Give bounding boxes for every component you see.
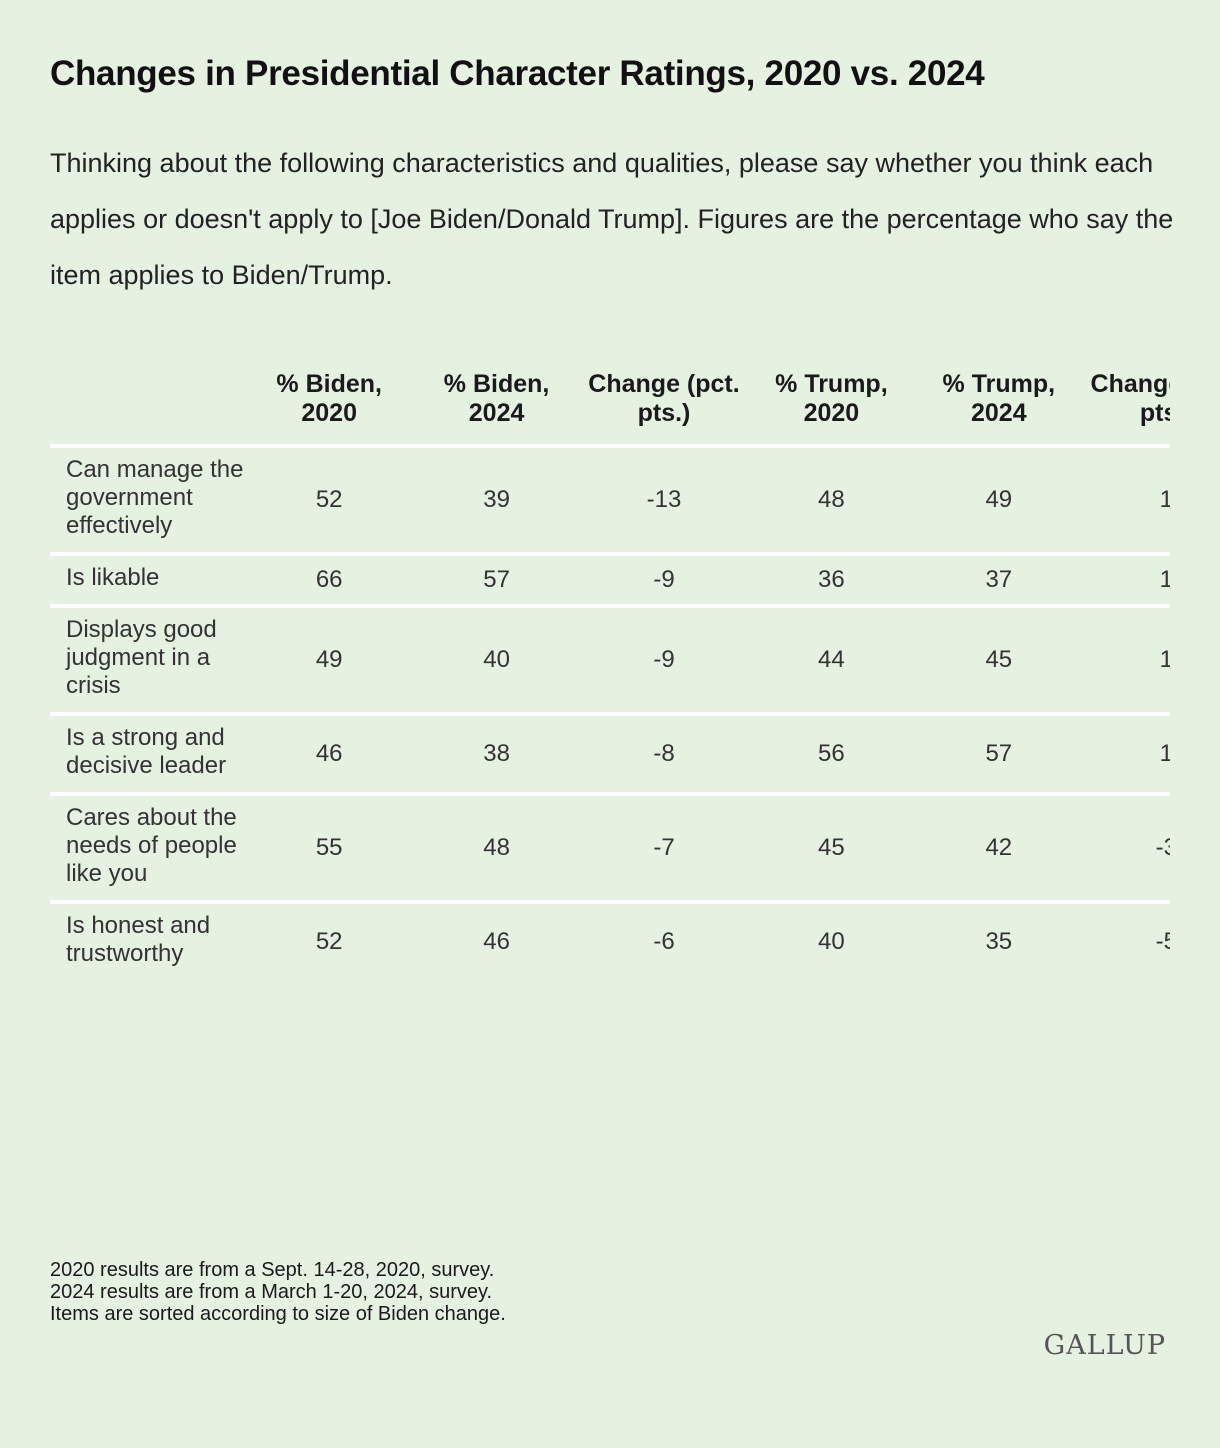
chart-subtitle: Thinking about the following characteris…	[50, 148, 1174, 290]
table-row: Is a strong and decisive leader 46 38 -8 56 5…	[50, 714, 1170, 794]
table-cell: 1	[1159, 566, 1170, 593]
header-cell: Change (pct. pts.)	[1090, 370, 1170, 427]
gallup-logo: GALLUP	[1043, 1330, 1166, 1361]
header-cell: % Trump, 2024	[942, 370, 1056, 427]
row-label: Can manage the government effectively	[66, 456, 244, 539]
footnotes: 2020 results are from a Sept. 14-28, 202…	[50, 1259, 506, 1325]
table-cell: 44	[818, 646, 845, 673]
footnote: 2020 results are from a Sept. 14-28, 202…	[50, 1259, 495, 1281]
row-label: Cares about the needs of people like you	[66, 804, 237, 887]
footnote: Items are sorted according to size of Bi…	[50, 1303, 506, 1325]
table-cell: 66	[315, 566, 343, 593]
table-cell: 49	[315, 646, 343, 673]
table-cell: -13	[646, 486, 682, 513]
header-cell: % Biden, 2020	[276, 370, 382, 427]
table-cell: 1	[1159, 646, 1170, 673]
table-cell: -3	[1155, 834, 1170, 861]
table-cell: 52	[315, 928, 343, 955]
table-cell: -9	[653, 566, 675, 593]
table-cell: 57	[985, 740, 1013, 767]
table-row: Is honest and trustworthy 52 46 -6 40 35 -5	[50, 902, 1170, 980]
footnote: 2024 results are from a March 1-20, 2024…	[50, 1281, 493, 1303]
header-cell: % Biden, 2024	[443, 370, 550, 427]
ratings-table: % Biden, 2020 % Biden, 2024 Change (pct. p…	[50, 364, 1170, 980]
table-row: Displays good judgment in a crisis 49 40 -9…	[50, 606, 1170, 714]
table-cell: 40	[818, 928, 845, 955]
table-cell: 48	[483, 834, 510, 861]
header-cell-label	[50, 364, 245, 446]
table-row: Cares about the needs of people like you…	[50, 794, 1170, 902]
table-cell: -7	[653, 834, 675, 861]
table-cell: 46	[315, 740, 343, 767]
table-cell: 48	[818, 486, 845, 513]
table-cell: 45	[818, 834, 845, 861]
table-row: Can manage the government effectively 52 3…	[50, 446, 1170, 554]
row-label: Is a strong and decisive leader	[66, 724, 227, 779]
table-cell: 46	[483, 928, 510, 955]
header-cell: % Trump, 2020	[775, 370, 888, 427]
table-cell: -8	[653, 740, 675, 767]
header-row: % Biden, 2020 % Biden, 2024 Change (pct. p…	[50, 364, 1170, 446]
row-label: Is honest and trustworthy	[66, 912, 211, 967]
table-cell: -9	[653, 646, 675, 673]
table-cell: 35	[985, 928, 1013, 955]
table-cell: 49	[985, 486, 1013, 513]
table-body: Can manage the government effectively 52 3…	[50, 446, 1170, 980]
table-cell: 56	[818, 740, 845, 767]
table-cell: 55	[315, 834, 343, 861]
table-cell: 38	[483, 740, 510, 767]
table-cell: -6	[653, 928, 675, 955]
table-cell: 37	[985, 566, 1013, 593]
header-cell: Change (pct. pts.)	[588, 370, 740, 427]
table-cell: 57	[483, 566, 510, 593]
table-cell: 42	[985, 834, 1013, 861]
table-cell: 36	[818, 566, 845, 593]
table-cell: 1	[1159, 740, 1170, 767]
row-label: Displays good judgment in a crisis	[66, 616, 217, 699]
table-cell: -5	[1155, 928, 1170, 955]
ratings-table-container: % Biden, 2020 % Biden, 2024 Change (pct. p…	[50, 364, 1170, 1214]
table-row: Is likable 66 57 -9 36 37 1	[50, 554, 1170, 606]
chart-title: Changes in Presidential Character Rating…	[50, 54, 985, 93]
table-cell: 52	[315, 486, 343, 513]
table-cell: 45	[985, 646, 1013, 673]
row-label: Is likable	[66, 564, 160, 591]
table-cell: 1	[1159, 486, 1170, 513]
table-cell: 39	[483, 486, 510, 513]
table-cell: 40	[483, 646, 510, 673]
